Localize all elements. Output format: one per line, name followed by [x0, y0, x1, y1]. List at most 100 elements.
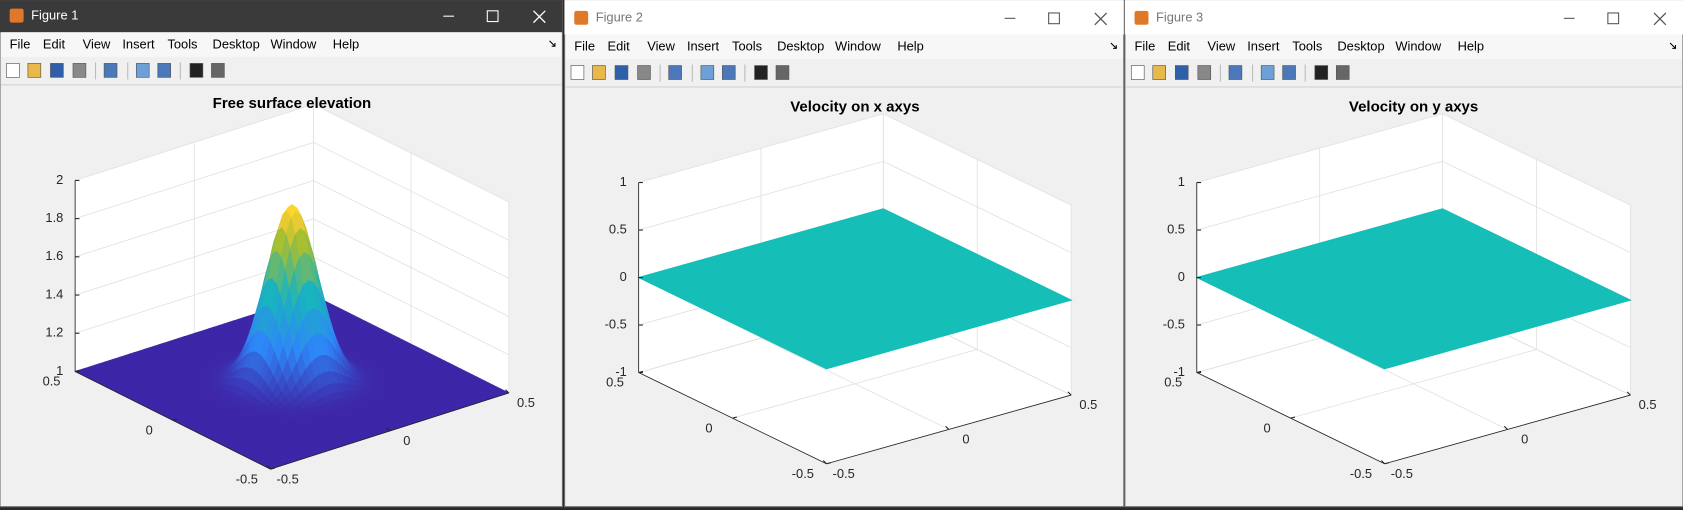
toolbar-button[interactable]	[1174, 65, 1189, 80]
menu-item[interactable]: Desktop	[777, 39, 824, 54]
x-tick	[1503, 425, 1508, 430]
menu-item[interactable]: Edit	[43, 37, 66, 52]
menu-item[interactable]: Insert	[687, 39, 720, 54]
toolbar-button[interactable]	[135, 63, 150, 78]
maximize-button[interactable]	[1048, 12, 1060, 25]
surface-plane	[637, 208, 1073, 370]
toolbar-button[interactable]	[6, 63, 20, 78]
toolbar-button[interactable]	[1197, 65, 1212, 80]
menu-item[interactable]: View	[83, 37, 111, 52]
toolbar	[1, 56, 562, 85]
toolbar-button[interactable]	[1152, 65, 1166, 80]
toolbar-button[interactable]	[1282, 65, 1296, 80]
close-button[interactable]	[1653, 12, 1667, 26]
y-tick-label: -0.5	[792, 466, 814, 481]
toolbar-button[interactable]	[570, 65, 585, 80]
z-tick-label: -1	[615, 364, 626, 379]
y-tick-label: -0.5	[1350, 466, 1372, 481]
menu-item[interactable]: Insert	[122, 37, 155, 52]
toolbar-button[interactable]	[637, 65, 651, 80]
z-tick-label: 1.6	[45, 248, 63, 263]
menu-item[interactable]: File	[574, 39, 595, 54]
maximize-button[interactable]	[486, 10, 499, 23]
toolbar-button[interactable]	[592, 65, 606, 80]
y-tick-label: 0.5	[1164, 375, 1182, 390]
toolbar-button[interactable]	[775, 65, 790, 80]
toolbar-button[interactable]	[189, 63, 204, 78]
title-bar	[564, 0, 1124, 35]
toolbar	[1125, 59, 1682, 88]
toolbar-button[interactable]	[1130, 65, 1145, 80]
y-tick	[172, 418, 178, 421]
x-tick-label: -0.5	[1391, 466, 1413, 481]
toolbar-button[interactable]	[1228, 65, 1243, 80]
toolbar-button[interactable]	[1260, 65, 1275, 80]
menu-item[interactable]: File	[1135, 39, 1156, 54]
close-button[interactable]	[532, 10, 546, 24]
y-tick	[1290, 416, 1296, 419]
menu-item[interactable]: Tools	[732, 39, 762, 54]
grid-line	[732, 349, 978, 419]
menu-item[interactable]: Insert	[1247, 39, 1280, 54]
x-tick-label: 0	[1521, 432, 1528, 447]
menu-item[interactable]: Edit	[608, 39, 631, 54]
toolbar-button[interactable]	[722, 65, 736, 80]
toolbar-button[interactable]	[72, 63, 87, 78]
x-tick-label: -0.5	[277, 471, 299, 486]
menu-item[interactable]: Window	[270, 37, 316, 52]
menu-item[interactable]: Tools	[1292, 39, 1322, 54]
x-tick-label: -0.5	[833, 466, 855, 481]
y-tick	[826, 462, 831, 465]
toolbar-button[interactable]	[668, 65, 682, 80]
chart-title: Free surface elevation	[213, 95, 372, 112]
y-tick-label: 0.5	[606, 375, 624, 390]
toolbar-button[interactable]	[700, 65, 715, 80]
toolbar-button[interactable]	[1314, 65, 1329, 80]
toolbar-button[interactable]	[211, 63, 225, 78]
toolbar-button[interactable]	[50, 63, 64, 78]
menu-item[interactable]: Edit	[1168, 39, 1191, 54]
z-tick-label: 0.5	[1167, 221, 1185, 236]
x-tick	[945, 425, 950, 430]
toolbar-button[interactable]	[614, 65, 629, 80]
z-tick-label: -0.5	[605, 316, 627, 331]
toolbar-button[interactable]	[157, 63, 171, 78]
x-tick-label: 0.5	[1079, 397, 1097, 412]
toolbar-button[interactable]	[103, 63, 118, 78]
menu-item[interactable]: Window	[1395, 39, 1441, 54]
menu-arrow[interactable]	[1669, 42, 1677, 49]
menu-item[interactable]: File	[10, 37, 31, 52]
menu-item[interactable]: Help	[333, 37, 359, 52]
maximize-button[interactable]	[1607, 12, 1620, 25]
menu-bar	[1125, 34, 1682, 60]
y-tick	[1384, 462, 1390, 465]
menu-item[interactable]: Window	[835, 39, 881, 54]
title-bar	[0, 0, 563, 33]
close-button[interactable]	[1094, 12, 1108, 26]
menu-item[interactable]: Help	[1458, 39, 1484, 54]
app-icon	[1134, 10, 1149, 25]
menu-bar	[1, 32, 562, 57]
window-title: Figure 2	[596, 10, 643, 25]
menu-item[interactable]: View	[1208, 39, 1236, 54]
menu-item[interactable]: Tools	[167, 37, 197, 52]
z-tick-label: 0.5	[609, 221, 627, 236]
title-bar	[1124, 0, 1683, 35]
menu-item[interactable]: View	[647, 39, 675, 54]
y-tick	[638, 370, 644, 374]
menu-arrow[interactable]	[549, 40, 556, 47]
menu-arrow[interactable]	[1110, 42, 1117, 49]
x-tick	[1381, 460, 1385, 465]
menu-item[interactable]: Help	[897, 39, 923, 54]
y-tick	[732, 416, 737, 419]
toolbar-button[interactable]	[1335, 65, 1350, 80]
menu-item[interactable]: Desktop	[1337, 39, 1384, 54]
toolbar-button[interactable]	[754, 65, 768, 80]
menu-item[interactable]: Desktop	[213, 37, 260, 52]
x-tick	[1067, 391, 1072, 396]
toolbar-button[interactable]	[27, 63, 42, 78]
